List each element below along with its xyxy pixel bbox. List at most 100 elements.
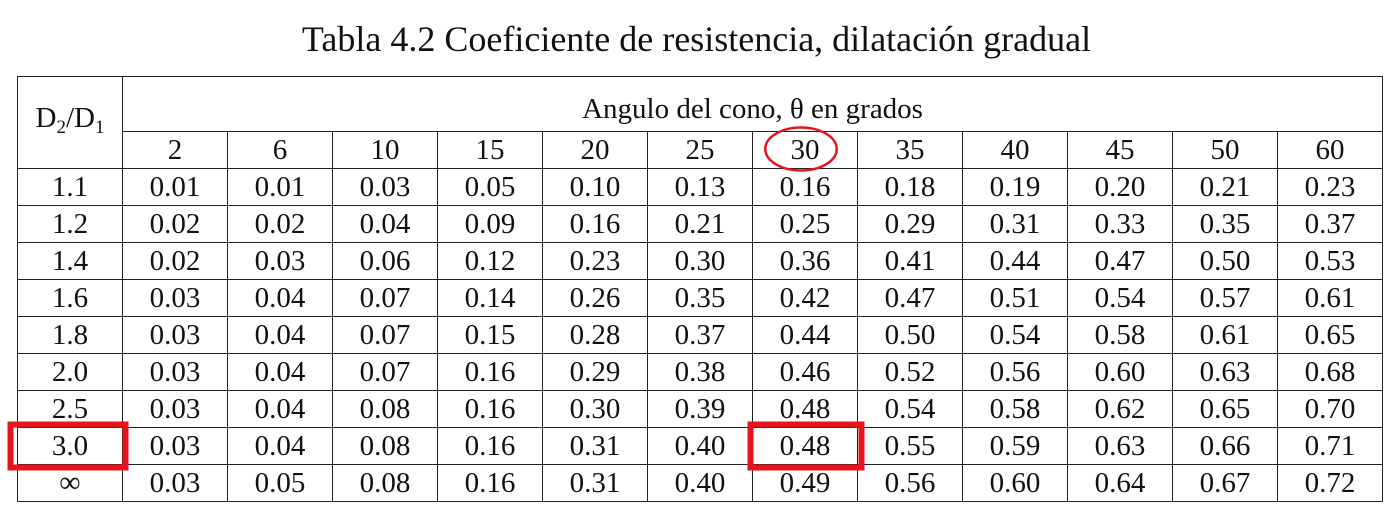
value-cell: 0.08 [332,464,438,502]
value-cell: 0.53 [1276,242,1384,280]
value-cell: 0.48 [752,427,858,465]
angle-header-60: 60 [1276,131,1384,169]
value-cell: 0.48 [752,390,858,428]
value-cell: 0.03 [122,390,228,428]
ratio-cell: 1.8 [17,316,123,354]
header-row-angle: D2/D1 Angulo del cono, θ en grados [17,76,1384,169]
value-cell: 0.07 [332,353,438,391]
value-cell: 0.19 [962,168,1068,206]
value-cell: 0.30 [647,242,753,280]
value-cell: 0.16 [437,353,543,391]
value-cell: 0.37 [1276,205,1384,243]
table-row: 1.6 0.03 0.04 0.07 0.14 0.26 0.35 0.42 0.47 0.51 0… [17,279,1384,317]
ratio-cell: ∞ [17,464,123,502]
value-cell: 0.28 [542,316,648,354]
angle-header-40: 40 [962,131,1068,169]
value-cell: 0.03 [227,242,333,280]
value-cell: 0.44 [962,242,1068,280]
value-cell: 0.66 [1172,427,1278,465]
value-cell: 0.05 [437,168,543,206]
value-cell: 0.64 [1067,464,1173,502]
value-cell: 0.01 [227,168,333,206]
value-cell: 0.07 [332,316,438,354]
value-cell: 0.16 [542,205,648,243]
angle-header-20: 20 [542,131,648,169]
value-cell: 0.04 [332,205,438,243]
angle-header-35: 35 [857,131,963,169]
value-cell: 0.08 [332,390,438,428]
header-row-angles: 2 6 10 15 20 25 30 35 40 45 50 60 [18,131,1384,169]
value-cell: 0.09 [437,205,543,243]
value-cell: 0.03 [122,316,228,354]
value-cell: 0.30 [542,390,648,428]
angle-header-15: 15 [437,131,543,169]
value-cell: 0.04 [227,427,333,465]
angle-header-2: 2 [122,131,228,169]
value-cell: 0.44 [752,316,858,354]
ratio-header-sep: /D [65,101,95,134]
table-row: 3.0 0.03 0.04 0.08 0.16 0.31 0.40 0.48 0.55 0.59 0… [17,427,1384,465]
value-cell: 0.38 [647,353,753,391]
angle-header-50: 50 [1172,131,1278,169]
value-cell: 0.52 [857,353,963,391]
value-cell: 0.57 [1172,279,1278,317]
value-cell: 0.15 [437,316,543,354]
ratio-cell: 2.0 [17,353,123,391]
angle-header-6: 6 [227,131,333,169]
value-cell: 0.37 [647,316,753,354]
value-cell: 0.02 [227,205,333,243]
value-cell: 0.72 [1276,464,1384,502]
value-cell: 0.18 [857,168,963,206]
value-cell: 0.02 [122,205,228,243]
value-cell: 0.56 [962,353,1068,391]
value-cell: 0.70 [1276,390,1384,428]
value-cell: 0.35 [1172,205,1278,243]
value-cell: 0.12 [437,242,543,280]
value-cell: 0.63 [1067,427,1173,465]
resistance-table-container: D2/D1 Angulo del cono, θ en grados 2 6 10 1… [17,76,1384,502]
table-row: ∞ 0.03 0.05 0.08 0.16 0.31 0.40 0.49 0.56 0.60 0.6… [17,464,1384,502]
ratio-cell: 1.6 [17,279,123,317]
value-cell: 0.47 [857,279,963,317]
value-cell: 0.10 [542,168,648,206]
value-cell: 0.60 [1067,353,1173,391]
table-row: 1.2 0.02 0.02 0.04 0.09 0.16 0.21 0.25 0.29 0.31 0… [17,205,1384,243]
ratio-cell: 3.0 [17,427,123,465]
value-cell: 0.33 [1067,205,1173,243]
value-cell: 0.61 [1276,279,1384,317]
value-cell: 0.68 [1276,353,1384,391]
value-cell: 0.23 [1276,168,1384,206]
value-cell: 0.25 [752,205,858,243]
ratio-header-sub2: 1 [94,116,105,138]
table-title: Tabla 4.2 Coeficiente de resistencia, di… [301,19,1092,59]
table-row: 2.0 0.03 0.04 0.07 0.16 0.29 0.38 0.46 0.52 0.56 0… [17,353,1384,391]
value-cell: 0.55 [857,427,963,465]
value-cell: 0.16 [437,390,543,428]
value-cell: 0.56 [857,464,963,502]
table-row: 1.1 0.01 0.01 0.03 0.05 0.10 0.13 0.16 0.18 0.19 0… [17,168,1384,206]
value-cell: 0.26 [542,279,648,317]
value-cell: 0.04 [227,316,333,354]
table-row: 1.4 0.02 0.03 0.06 0.12 0.23 0.30 0.36 0.41 0.44 0… [17,242,1384,280]
value-cell: 0.51 [962,279,1068,317]
resistance-coefficient-table: D2/D1 Angulo del cono, θ en grados 2 6 10 1… [17,76,1384,502]
value-cell: 0.40 [647,464,753,502]
value-cell: 0.03 [332,168,438,206]
value-cell: 0.21 [1172,168,1278,206]
value-cell: 0.31 [542,427,648,465]
value-cell: 0.01 [122,168,228,206]
value-cell: 0.62 [1067,390,1173,428]
value-cell: 0.54 [962,316,1068,354]
value-cell: 0.41 [857,242,963,280]
value-cell: 0.63 [1172,353,1278,391]
value-cell: 0.04 [227,390,333,428]
value-cell: 0.29 [857,205,963,243]
table-row: 2.5 0.03 0.04 0.08 0.16 0.30 0.39 0.48 0.54 0.58 0… [17,390,1384,428]
value-cell: 0.40 [647,427,753,465]
value-cell: 0.03 [122,464,228,502]
value-cell: 0.39 [647,390,753,428]
value-cell: 0.35 [647,279,753,317]
value-cell: 0.05 [227,464,333,502]
value-cell: 0.03 [122,427,228,465]
ratio-cell: 1.1 [17,168,123,206]
